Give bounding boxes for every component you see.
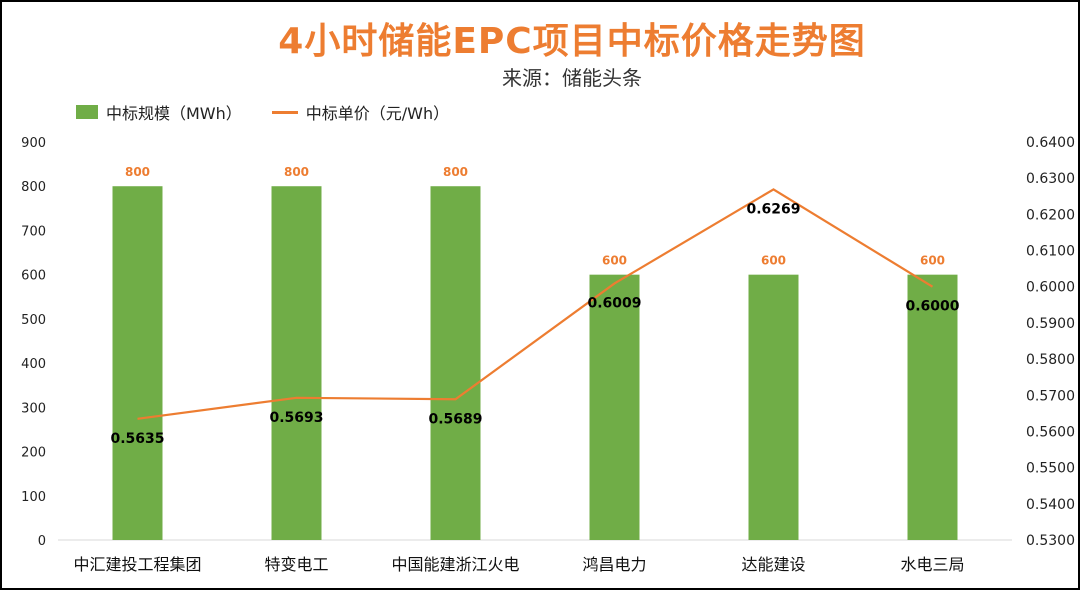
chart-subtitle: 来源：储能头条 [502,66,642,90]
bar-data-label: 600 [761,254,786,268]
y-right-tick-label: 0.6300 [1026,171,1075,187]
line-data-label: 0.5693 [269,410,323,426]
legend-item-bar: 中标规模（MWh） [76,100,242,124]
y-right-tick-label: 0.6200 [1026,207,1075,223]
y-right-tick-label: 0.6000 [1026,280,1075,296]
x-category-label: 鸿昌电力 [582,555,646,574]
legend-item-line: 中标单价（元/Wh） [271,100,450,124]
y-left-tick-label: 500 [21,313,46,328]
x-category-label: 水电三局 [900,555,964,574]
bar-data-label: 800 [125,165,150,179]
y-left-tick-label: 0 [38,534,46,549]
bar-data-label: 800 [284,165,309,179]
y-right-tick-label: 0.5600 [1026,424,1075,440]
legend-line-swatch [271,110,298,114]
x-category-label: 中汇建投工程集团 [73,555,201,574]
bar-data-label: 800 [443,165,468,179]
chart-legend: 中标规模（MWh） 中标单价（元/Wh） [76,100,479,124]
legend-line-label: 中标单价（元/Wh） [305,104,450,123]
y-right-tick-label: 0.5900 [1026,316,1075,332]
legend-bar-swatch [76,105,98,119]
chart-title: 4小时储能EPC项目中标价格走势图 [278,21,866,62]
y-left-tick-label: 400 [21,357,46,372]
line-data-label: 0.6009 [587,295,641,311]
y-left-tick-label: 600 [21,269,46,284]
legend-bar-label: 中标规模（MWh） [106,104,242,123]
y-right-tick-label: 0.5800 [1026,352,1075,368]
bar [271,186,322,540]
y-right-tick-label: 0.6100 [1026,244,1075,260]
y-left-tick-label: 200 [21,446,46,461]
y-right-tick-label: 0.5500 [1026,461,1075,477]
y-right-tick-label: 0.5400 [1026,497,1075,513]
y-left-tick-label: 700 [21,224,46,239]
line-data-label: 0.6269 [746,201,800,217]
x-category-label: 特变电工 [264,555,328,574]
y-right-tick-label: 0.5300 [1026,533,1075,549]
bar [430,186,481,540]
y-right-tick-label: 0.5700 [1026,388,1075,404]
bar-data-label: 600 [920,254,945,268]
y-left-tick-label: 100 [21,490,46,505]
y-left-tick-label: 800 [21,180,46,195]
line-data-label: 0.5635 [110,431,164,447]
x-category-label: 中国能建浙江火电 [391,555,519,574]
y-left-tick-label: 900 [21,136,46,151]
y-right-tick-label: 0.6400 [1026,135,1075,151]
bar [589,274,640,540]
y-left-tick-label: 300 [21,401,46,416]
line-data-label: 0.5689 [428,411,482,427]
bar [748,274,799,540]
x-category-label: 达能建设 [741,555,805,574]
price-line [137,188,934,420]
bar-data-label: 600 [602,254,627,268]
bar [112,186,163,540]
line-data-label: 0.6000 [905,299,959,315]
bar [907,274,958,540]
